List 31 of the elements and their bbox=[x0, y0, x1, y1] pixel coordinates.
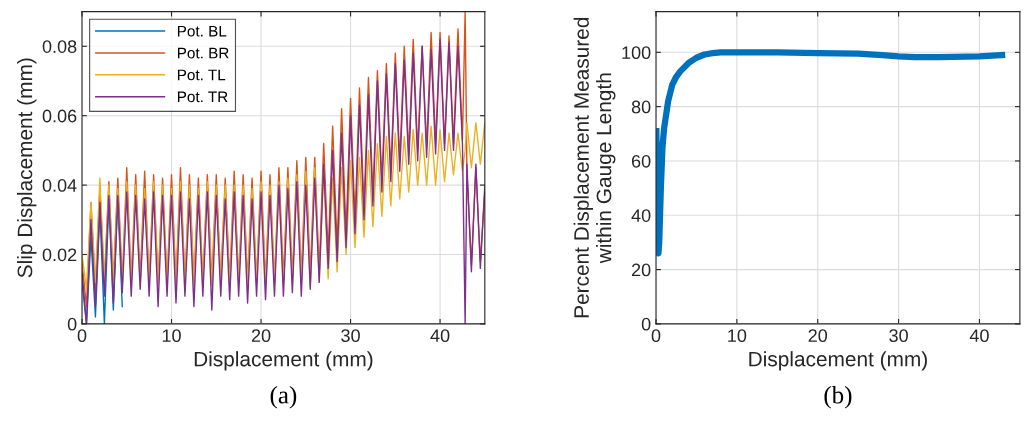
x-tick-label: 30 bbox=[341, 329, 360, 343]
x-axis-title: Displacement (mm) bbox=[749, 351, 927, 371]
x-tick-label: 20 bbox=[251, 329, 271, 343]
x-tick-label: 10 bbox=[162, 329, 181, 343]
x-tick-label: 40 bbox=[969, 329, 989, 343]
y-axis-title: Percent Displacement Measured within Gauge Length bbox=[573, 17, 616, 318]
y-tick-label: 40 bbox=[631, 209, 651, 222]
x-tick-label: 40 bbox=[430, 329, 450, 343]
y-tick-label: 0.08 bbox=[42, 40, 77, 53]
legend-label: Pot. TL bbox=[177, 69, 226, 81]
y-tick-label: 0.02 bbox=[42, 248, 77, 262]
y-tick-label: 0.04 bbox=[42, 179, 77, 192]
legend-label: Pot. BL bbox=[177, 25, 227, 37]
y-tick-label: 20 bbox=[631, 263, 651, 277]
x-tick-label: 0 bbox=[651, 329, 661, 343]
x-tick-label: 30 bbox=[889, 329, 908, 343]
x-tick-label: 0 bbox=[77, 329, 87, 343]
y-axis-title: Slip Displacement (mm) bbox=[17, 58, 37, 278]
y-tick-label: 100 bbox=[622, 46, 651, 60]
y-tick-label: 60 bbox=[631, 154, 651, 168]
y-tick-label: 0 bbox=[641, 317, 651, 331]
text: (a) bbox=[270, 385, 297, 409]
text: (b) bbox=[824, 385, 852, 409]
legend-label: Pot. TR bbox=[177, 91, 228, 103]
y-tick-label: 0 bbox=[67, 317, 77, 331]
y-tick-label: 80 bbox=[631, 100, 651, 114]
x-tick-label: 20 bbox=[808, 329, 828, 343]
x-axis-title: Displacement (mm) bbox=[194, 351, 373, 371]
legend-label: Pot. BR bbox=[177, 47, 229, 59]
y-tick-label: 0.06 bbox=[42, 109, 77, 123]
x-tick-label: 10 bbox=[728, 329, 747, 343]
